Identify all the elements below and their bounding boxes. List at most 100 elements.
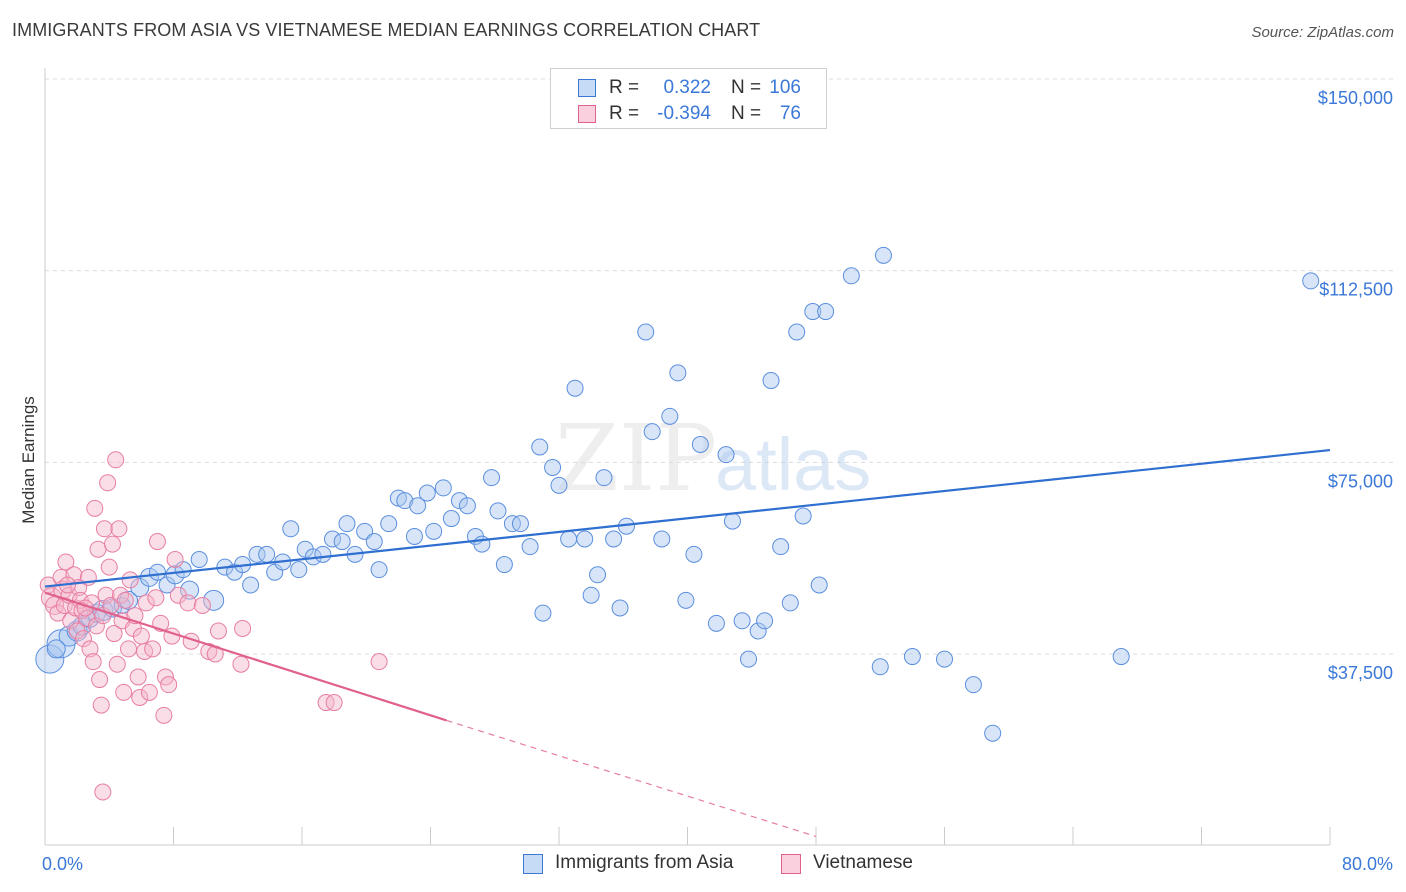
point-immigrants-from-asia bbox=[544, 458, 562, 476]
point-immigrants-from-asia bbox=[595, 469, 613, 487]
point-immigrants-from-asia bbox=[903, 648, 921, 666]
point-immigrants-from-asia bbox=[842, 267, 860, 285]
point-immigrants-from-asia bbox=[180, 580, 200, 600]
point-vietnamese bbox=[55, 596, 73, 614]
point-immigrants-from-asia bbox=[804, 303, 822, 321]
point-immigrants-from-asia bbox=[458, 497, 476, 515]
point-vietnamese bbox=[103, 535, 121, 553]
point-immigrants-from-asia bbox=[964, 676, 982, 694]
y-tick-label: $150,000 bbox=[1318, 88, 1393, 108]
point-immigrants-from-asia bbox=[550, 476, 568, 494]
legend-r-value: 0.322 bbox=[663, 77, 711, 98]
point-immigrants-from-asia bbox=[794, 507, 812, 525]
point-immigrants-from-asia bbox=[871, 658, 889, 676]
source-label: Source: ZipAtlas.com bbox=[1251, 24, 1394, 41]
point-immigrants-from-asia bbox=[534, 604, 552, 622]
point-immigrants-from-asia bbox=[380, 515, 398, 533]
point-immigrants-from-asia bbox=[810, 576, 828, 594]
point-vietnamese bbox=[107, 451, 125, 469]
point-immigrants-from-asia bbox=[589, 566, 607, 584]
point-immigrants-from-asia bbox=[1112, 648, 1130, 666]
y-tick-label: $37,500 bbox=[1328, 663, 1393, 683]
point-immigrants-from-asia bbox=[333, 533, 351, 551]
point-immigrants-from-asia bbox=[148, 563, 166, 581]
point-immigrants-from-asia bbox=[203, 589, 225, 611]
point-vietnamese bbox=[110, 520, 128, 538]
point-immigrants-from-asia bbox=[740, 650, 758, 668]
point-immigrants-from-asia bbox=[1302, 272, 1320, 290]
point-immigrants-from-asia bbox=[781, 594, 799, 612]
point-immigrants-from-asia bbox=[685, 545, 703, 563]
legend-n-value: 76 bbox=[779, 103, 801, 124]
point-immigrants-from-asia bbox=[717, 446, 735, 464]
point-immigrants-from-asia bbox=[582, 586, 600, 604]
point-immigrants-from-asia bbox=[314, 545, 332, 563]
point-vietnamese bbox=[148, 533, 166, 551]
legend-bottom: Immigrants from Asia Vietnamese bbox=[0, 852, 1406, 876]
point-immigrants-from-asia bbox=[576, 530, 594, 548]
point-vietnamese bbox=[87, 617, 105, 635]
watermark-atlas: atlas bbox=[715, 423, 871, 506]
point-immigrants-from-asia bbox=[258, 545, 276, 563]
point-vietnamese bbox=[94, 783, 112, 801]
point-vietnamese bbox=[121, 571, 139, 589]
point-immigrants-from-asia bbox=[35, 644, 65, 674]
point-immigrants-from-asia bbox=[788, 323, 806, 341]
point-immigrants-from-asia bbox=[756, 612, 774, 630]
point-immigrants-from-asia bbox=[677, 591, 695, 609]
point-immigrants-from-asia bbox=[405, 527, 423, 545]
point-vietnamese bbox=[140, 683, 158, 701]
legend-swatch-pink bbox=[781, 854, 801, 874]
point-vietnamese bbox=[92, 696, 110, 714]
point-vietnamese bbox=[232, 655, 250, 673]
point-immigrants-from-asia bbox=[749, 622, 767, 640]
watermark: ZIP atlas bbox=[555, 405, 871, 512]
point-immigrants-from-asia bbox=[817, 303, 835, 321]
point-immigrants-from-asia bbox=[560, 530, 578, 548]
point-immigrants-from-asia bbox=[72, 616, 92, 636]
point-immigrants-from-asia bbox=[434, 479, 452, 497]
point-immigrants-from-asia bbox=[483, 469, 501, 487]
point-vietnamese bbox=[105, 625, 123, 643]
point-immigrants-from-asia bbox=[290, 561, 308, 579]
point-vietnamese bbox=[137, 594, 155, 612]
point-vietnamese bbox=[75, 630, 93, 648]
point-immigrants-from-asia bbox=[772, 538, 790, 556]
point-vietnamese bbox=[155, 706, 173, 724]
series-vietnamese bbox=[39, 451, 388, 801]
point-vietnamese bbox=[147, 589, 165, 607]
point-immigrants-from-asia bbox=[119, 590, 139, 610]
x-tick-labels: 0.0% 80.0% bbox=[42, 854, 1393, 874]
legend-n-label: N = bbox=[731, 103, 762, 124]
point-vietnamese bbox=[131, 688, 149, 706]
chart-title: IMMIGRANTS FROM ASIA VS VIETNAMESE MEDIA… bbox=[12, 20, 761, 40]
legend-r-value: -0.394 bbox=[657, 103, 711, 124]
point-immigrants-from-asia bbox=[450, 492, 468, 510]
y-tick-label: $75,000 bbox=[1328, 471, 1393, 491]
legend-r-label: R = bbox=[609, 77, 640, 98]
point-vietnamese bbox=[120, 640, 138, 658]
x-tick-label-max: 80.0% bbox=[1342, 854, 1393, 874]
point-immigrants-from-asia bbox=[242, 576, 260, 594]
point-immigrants-from-asia bbox=[653, 530, 671, 548]
point-immigrants-from-asia bbox=[425, 522, 443, 540]
point-immigrants-from-asia bbox=[874, 246, 892, 264]
point-immigrants-from-asia bbox=[370, 561, 388, 579]
point-vietnamese bbox=[91, 671, 109, 689]
point-immigrants-from-asia bbox=[396, 492, 414, 510]
point-immigrants-from-asia bbox=[338, 515, 356, 533]
legend-r-label: R = bbox=[609, 103, 640, 124]
legend-label-vietnamese: Vietnamese bbox=[813, 852, 913, 873]
point-immigrants-from-asia bbox=[158, 576, 176, 594]
point-immigrants-from-asia bbox=[365, 533, 383, 551]
point-vietnamese bbox=[129, 668, 147, 686]
point-vietnamese bbox=[97, 586, 115, 604]
trend-lines bbox=[44, 448, 1331, 838]
point-immigrants-from-asia bbox=[248, 545, 266, 563]
trend-line-vietnamese bbox=[44, 591, 447, 722]
point-immigrants-from-asia bbox=[521, 538, 539, 556]
point-vietnamese bbox=[89, 540, 107, 558]
point-vietnamese bbox=[209, 622, 227, 640]
legend-swatch-pink bbox=[578, 105, 596, 123]
x-tick-label-min: 0.0% bbox=[42, 854, 83, 874]
